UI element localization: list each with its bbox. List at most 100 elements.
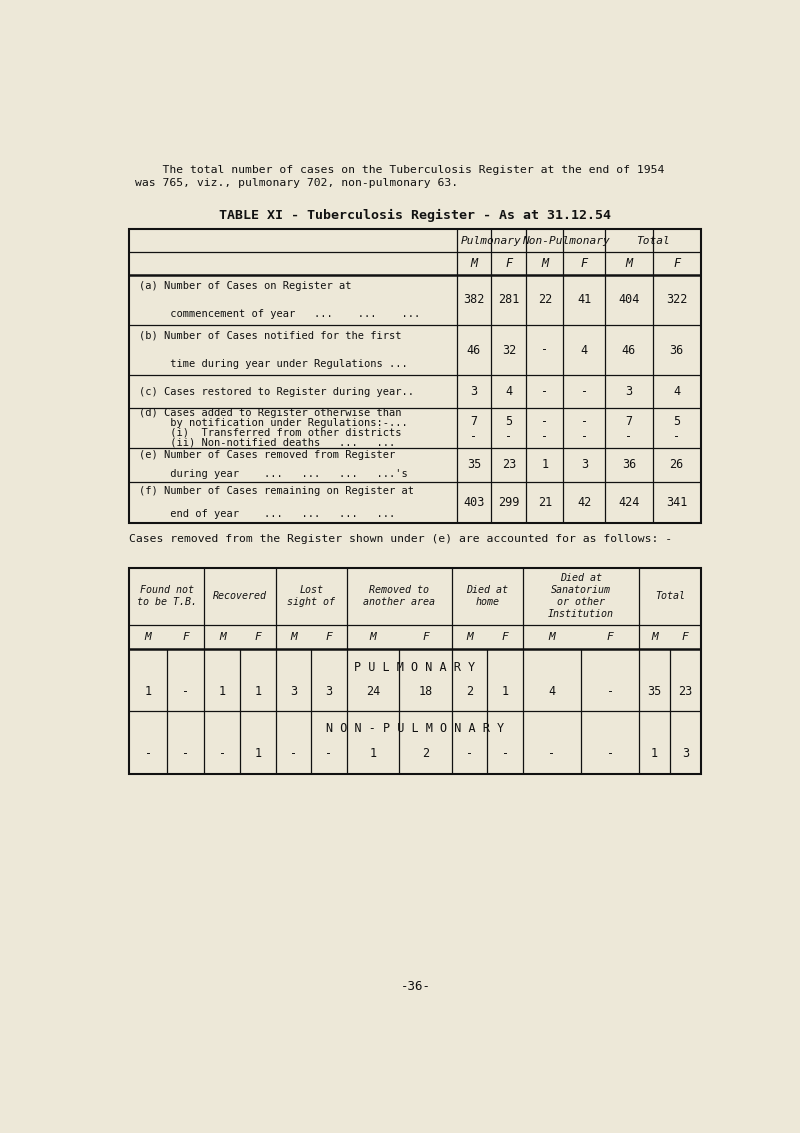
Text: Cases removed from the Register shown under (e) are accounted for as follows: -: Cases removed from the Register shown un… <box>130 534 673 544</box>
Text: Pulmonary: Pulmonary <box>461 236 522 246</box>
Text: 36: 36 <box>670 343 684 357</box>
Text: time during year under Regulations ...: time during year under Regulations ... <box>138 359 407 369</box>
Text: 322: 322 <box>666 293 687 306</box>
Text: -: - <box>182 747 190 760</box>
Text: 3: 3 <box>470 385 478 398</box>
Text: 1: 1 <box>502 684 509 698</box>
Text: 299: 299 <box>498 496 519 509</box>
Text: 41: 41 <box>578 293 591 306</box>
Text: Total: Total <box>636 236 670 246</box>
Text: -: - <box>466 747 473 760</box>
Text: 5: 5 <box>506 416 512 428</box>
Text: 35: 35 <box>467 458 481 471</box>
Text: Lost
sight of: Lost sight of <box>287 586 335 607</box>
Text: 3: 3 <box>626 385 633 398</box>
Text: 281: 281 <box>498 293 519 306</box>
Text: 7: 7 <box>626 416 633 428</box>
Text: 4: 4 <box>673 385 680 398</box>
Text: 35: 35 <box>647 684 662 698</box>
Text: The total number of cases on the Tuberculosis Register at the end of 1954: The total number of cases on the Tubercu… <box>135 165 664 176</box>
Text: (e) Number of Cases removed from Register: (e) Number of Cases removed from Registe… <box>138 450 395 460</box>
Text: -: - <box>290 747 297 760</box>
Text: F: F <box>682 632 689 642</box>
Text: -: - <box>326 747 333 760</box>
Text: 341: 341 <box>666 496 687 509</box>
Text: -: - <box>549 747 555 760</box>
Text: P U L M O N A R Y: P U L M O N A R Y <box>354 661 475 674</box>
Text: M: M <box>145 632 151 642</box>
Text: 1: 1 <box>542 458 549 471</box>
Text: 46: 46 <box>467 343 481 357</box>
Text: -: - <box>542 416 549 428</box>
Text: TABLE XI - Tuberculosis Register - As at 31.12.54: TABLE XI - Tuberculosis Register - As at… <box>219 210 611 222</box>
Text: 32: 32 <box>502 343 516 357</box>
Text: -: - <box>506 431 512 443</box>
Text: 3: 3 <box>682 747 689 760</box>
Text: Non-Pulmonary: Non-Pulmonary <box>522 236 610 246</box>
Text: end of year    ...   ...   ...   ...: end of year ... ... ... ... <box>138 509 395 519</box>
Text: -: - <box>673 431 680 443</box>
Text: F: F <box>182 632 189 642</box>
Text: (ii) Non-notified deaths   ...   ...: (ii) Non-notified deaths ... ... <box>138 437 395 448</box>
Text: 3: 3 <box>581 458 588 471</box>
Text: F: F <box>506 257 512 271</box>
Text: (f) Number of Cases remaining on Register at: (f) Number of Cases remaining on Registe… <box>138 486 414 496</box>
Text: M: M <box>470 257 478 271</box>
Text: during year    ...   ...   ...   ...'s: during year ... ... ... ...'s <box>138 469 407 479</box>
Text: 1: 1 <box>218 684 226 698</box>
Text: 26: 26 <box>670 458 684 471</box>
Text: -: - <box>542 343 549 357</box>
Text: F: F <box>606 632 614 642</box>
Text: -: - <box>542 385 549 398</box>
Text: -: - <box>581 416 588 428</box>
Text: commencement of year   ...    ...    ...: commencement of year ... ... ... <box>138 309 420 318</box>
Text: 1: 1 <box>370 747 377 760</box>
Text: -36-: -36- <box>401 980 430 994</box>
Text: Died at
home: Died at home <box>466 586 508 607</box>
Text: 404: 404 <box>618 293 640 306</box>
Bar <box>130 568 701 774</box>
Bar <box>130 229 701 523</box>
Text: F: F <box>254 632 261 642</box>
Text: -: - <box>470 431 478 443</box>
Text: Found not
to be T.B.: Found not to be T.B. <box>137 586 197 607</box>
Text: M: M <box>542 257 549 271</box>
Text: 21: 21 <box>538 496 552 509</box>
Text: Died at
Sanatorium
or other
Institution: Died at Sanatorium or other Institution <box>548 573 614 620</box>
Text: F: F <box>422 632 429 642</box>
Text: (a) Number of Cases on Register at: (a) Number of Cases on Register at <box>138 281 351 291</box>
Text: -: - <box>626 431 633 443</box>
Text: F: F <box>326 632 332 642</box>
Text: 1: 1 <box>254 747 262 760</box>
Text: 1: 1 <box>651 747 658 760</box>
Text: -: - <box>606 684 614 698</box>
Text: F: F <box>581 257 588 271</box>
Text: 46: 46 <box>622 343 636 357</box>
Text: M: M <box>466 632 473 642</box>
Text: 403: 403 <box>463 496 485 509</box>
Text: -: - <box>542 431 549 443</box>
Text: -: - <box>182 684 190 698</box>
Text: F: F <box>502 632 509 642</box>
Text: 424: 424 <box>618 496 640 509</box>
Text: 42: 42 <box>578 496 591 509</box>
Text: (c) Cases restored to Register during year..: (c) Cases restored to Register during ye… <box>138 386 414 397</box>
Text: Total: Total <box>655 591 685 602</box>
Text: by notification under Regulations:-...: by notification under Regulations:-... <box>138 418 407 428</box>
Text: 2: 2 <box>466 684 473 698</box>
Text: F: F <box>673 257 680 271</box>
Text: 1: 1 <box>145 684 152 698</box>
Text: 24: 24 <box>366 684 380 698</box>
Text: -: - <box>218 747 226 760</box>
Text: -: - <box>502 747 509 760</box>
Text: N O N - P U L M O N A R Y: N O N - P U L M O N A R Y <box>326 722 504 735</box>
Text: M: M <box>290 632 297 642</box>
Text: 382: 382 <box>463 293 485 306</box>
Text: -: - <box>606 747 614 760</box>
Text: 4: 4 <box>506 385 512 398</box>
Text: 18: 18 <box>418 684 433 698</box>
Text: 1: 1 <box>254 684 262 698</box>
Text: (d) Cases added to Register otherwise than: (d) Cases added to Register otherwise th… <box>138 408 402 418</box>
Text: 5: 5 <box>673 416 680 428</box>
Text: 23: 23 <box>678 684 692 698</box>
